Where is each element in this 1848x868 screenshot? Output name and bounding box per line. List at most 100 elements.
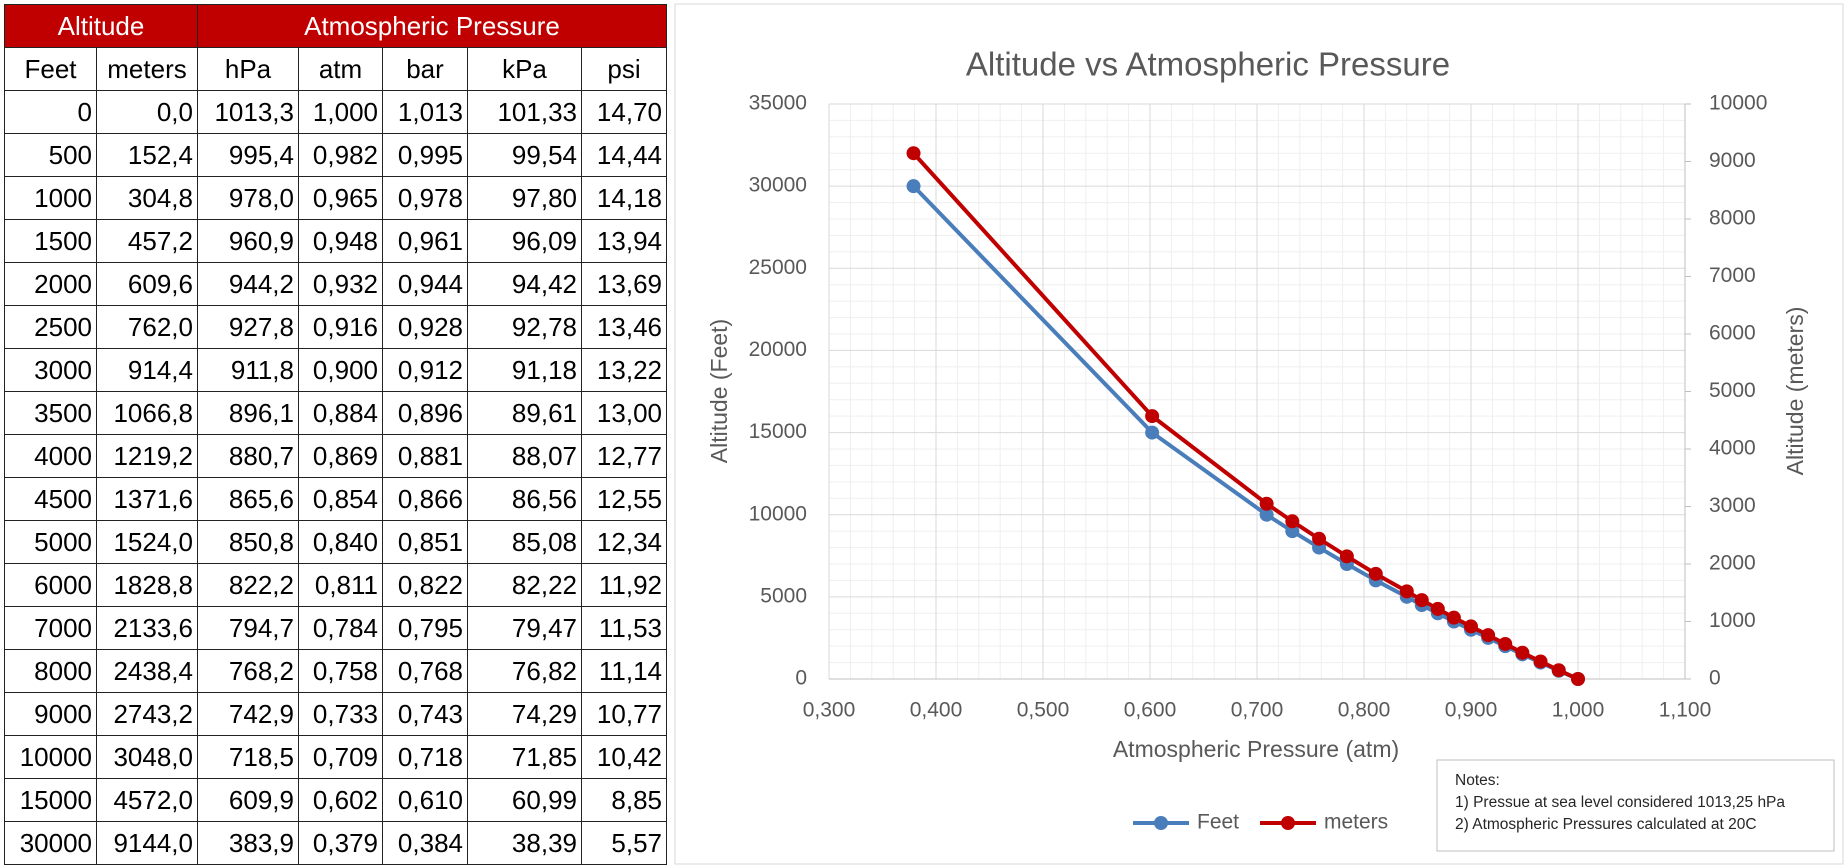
table-cell: 10,77	[581, 692, 667, 736]
table-row: 4500 1371,6 865,6 0,854 0,866 86,56 12,55	[4, 477, 667, 521]
table-row: 10000 3048,0 718,5 0,709 0,718 71,85 10,42	[4, 735, 667, 779]
table-cell: 0,944	[382, 262, 468, 306]
notes-box	[1436, 759, 1835, 852]
table-cell: 9144,0	[96, 821, 198, 865]
table-cell: 742,9	[197, 692, 299, 736]
table-cell: 911,8	[197, 348, 299, 392]
point	[1551, 663, 1566, 678]
table-row: 1500 457,2 960,9 0,948 0,961 96,09 13,94	[4, 219, 667, 263]
table-row: 2500 762,0 927,8 0,916 0,928 92,78 13,46	[4, 305, 667, 349]
x-tick-label: 0,300	[803, 699, 856, 722]
table-cell: 89,61	[467, 391, 582, 435]
table-cell: 822,2	[197, 563, 299, 607]
table-cell: 1066,8	[96, 391, 198, 435]
table-cell: 1828,8	[96, 563, 198, 607]
table-row: 0 0,0 1013,3 1,000 1,013 101,33 14,70	[4, 90, 667, 134]
table-cell: 0,896	[382, 391, 468, 435]
table-cell: 91,18	[467, 348, 582, 392]
table-cell: 0,916	[298, 305, 383, 349]
table-cell: 14,44	[581, 133, 667, 177]
table-cell: 0,795	[382, 606, 468, 650]
table-cell: 60,99	[467, 778, 582, 822]
table-cell: 152,4	[96, 133, 198, 177]
x-tick-label: 0,400	[910, 699, 963, 722]
table-cell: 2000	[4, 262, 97, 306]
table-cell: 1500	[4, 219, 97, 263]
point	[1414, 593, 1429, 608]
legend-label: Feet	[1197, 811, 1239, 834]
point	[1481, 628, 1496, 643]
table-cell: 978,0	[197, 176, 299, 220]
legend-marker	[1281, 816, 1295, 830]
table-cell: 960,9	[197, 219, 299, 263]
table-row: 9000 2743,2 742,9 0,733 0,743 74,29 10,77	[4, 692, 667, 736]
table-cell: 2743,2	[96, 692, 198, 736]
table-row: Feet meters hPa atm bar kPa psi	[4, 47, 667, 91]
table-cell: 11,92	[581, 563, 667, 607]
table-cell: 718,5	[197, 735, 299, 779]
x-tick-label: 0,500	[1017, 699, 1070, 722]
point	[1533, 654, 1548, 669]
table-cell: Atmospheric Pressure	[197, 4, 667, 48]
table-cell: 0,602	[298, 778, 383, 822]
point	[1259, 507, 1274, 522]
y2-axis-title: Altitude (meters)	[1782, 307, 1808, 476]
y2-tick-label: 0	[1709, 667, 1721, 690]
table-cell: 97,80	[467, 176, 582, 220]
table-cell: 86,56	[467, 477, 582, 521]
table-cell: 0,948	[298, 219, 383, 263]
point	[906, 179, 921, 194]
table-cell: 13,94	[581, 219, 667, 263]
table-cell: 0,932	[298, 262, 383, 306]
note: Notes:	[1455, 772, 1500, 789]
table-cell: 2133,6	[96, 606, 198, 650]
table-cell: 1,013	[382, 90, 468, 134]
table-cell: 0,851	[382, 520, 468, 564]
table-row: 6000 1828,8 822,2 0,811 0,822 82,22 11,92	[4, 563, 667, 607]
table-cell: 0,869	[298, 434, 383, 478]
point	[1259, 496, 1274, 511]
table-cell: hPa	[197, 47, 299, 91]
point	[1145, 409, 1160, 424]
table-cell: 13,00	[581, 391, 667, 435]
table-cell: 10000	[4, 735, 97, 779]
table-row: 7000 2133,6 794,7 0,784 0,795 79,47 11,53	[4, 606, 667, 650]
y2-tick-label: 9000	[1709, 149, 1756, 172]
y-tick-label: 25000	[749, 256, 807, 279]
y2-tick-label: 4000	[1709, 437, 1756, 460]
table-cell: 0,768	[382, 649, 468, 693]
table-cell: 14,18	[581, 176, 667, 220]
chart-area	[674, 3, 1844, 865]
table-cell: 0,610	[382, 778, 468, 822]
table-row: 30000 9144,0 383,9 0,379 0,384 38,39 5,57	[4, 821, 667, 865]
table-cell: 880,7	[197, 434, 299, 478]
point	[1368, 566, 1383, 581]
data-table: Altitude Atmospheric Pressure Feet meters hP…	[4, 4, 667, 865]
y-tick-label: 10000	[749, 502, 807, 525]
point	[1446, 610, 1461, 625]
table-cell: 794,7	[197, 606, 299, 650]
table-cell: 0,881	[382, 434, 468, 478]
x-tick-label: 1,100	[1659, 699, 1712, 722]
point	[1285, 514, 1300, 529]
x-tick-label: 0,800	[1338, 699, 1391, 722]
legend-label: meters	[1324, 811, 1388, 834]
y-axis-title: Altitude (Feet)	[706, 319, 732, 463]
x-tick-label: 0,700	[1231, 699, 1284, 722]
point	[1498, 636, 1513, 651]
table-cell: 13,69	[581, 262, 667, 306]
y-tick-label: 5000	[760, 584, 807, 607]
table-cell: 383,9	[197, 821, 299, 865]
table-cell: psi	[581, 47, 667, 91]
table-cell: 5000	[4, 520, 97, 564]
table-cell: 4572,0	[96, 778, 198, 822]
table-row: 1000 304,8 978,0 0,965 0,978 97,80 14,18	[4, 176, 667, 220]
y-tick-label: 30000	[749, 174, 807, 197]
table-cell: 74,29	[467, 692, 582, 736]
table-cell: 71,85	[467, 735, 582, 779]
table-cell: Feet	[4, 47, 97, 91]
table-cell: atm	[298, 47, 383, 91]
table-cell: 1219,2	[96, 434, 198, 478]
legend-marker	[1154, 816, 1168, 830]
